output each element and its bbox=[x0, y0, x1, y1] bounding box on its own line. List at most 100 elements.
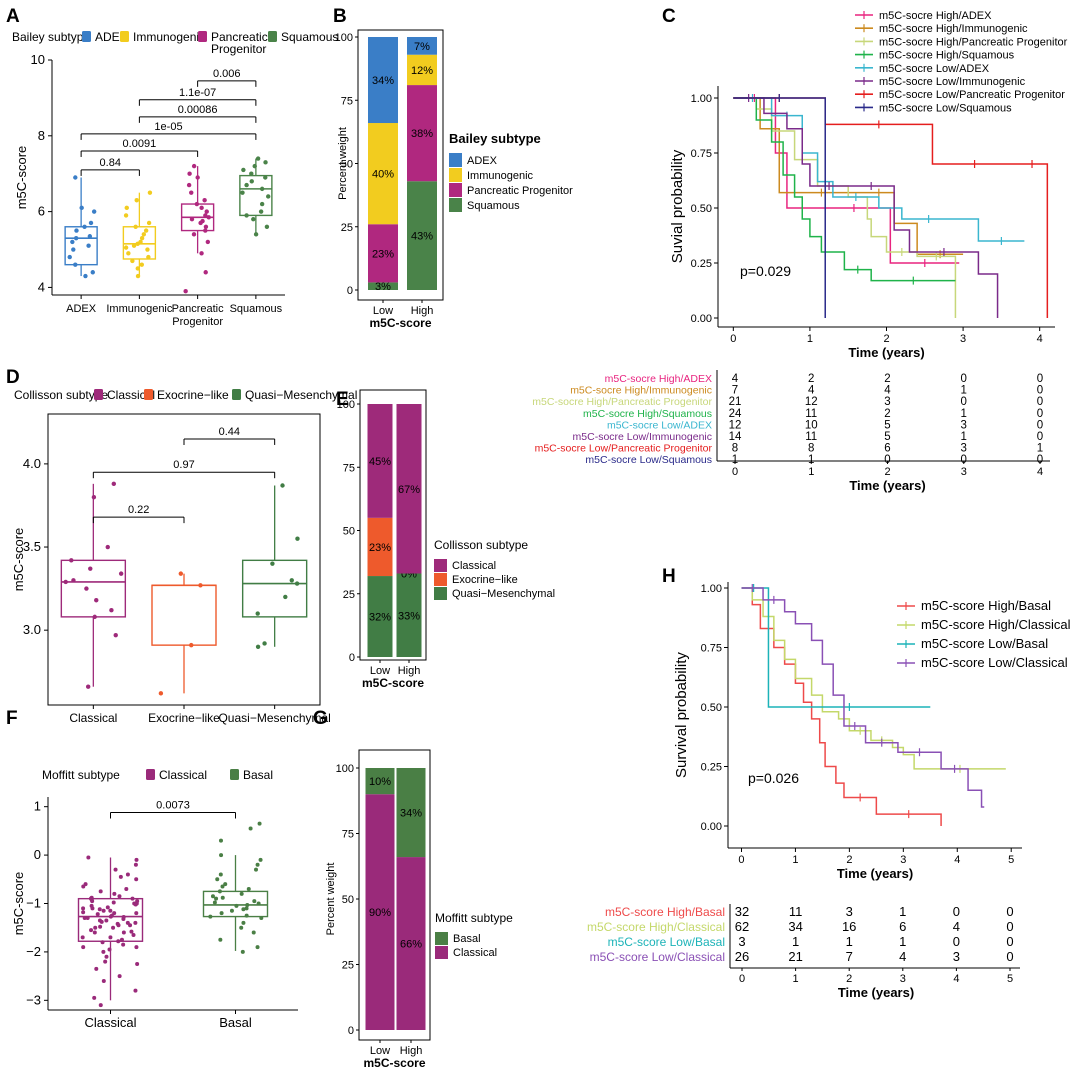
x-tick-label: 3 bbox=[900, 973, 906, 985]
bar-segment bbox=[367, 517, 393, 577]
data-point bbox=[123, 213, 129, 218]
risk-count: 3 bbox=[953, 949, 960, 964]
data-point bbox=[111, 925, 116, 930]
km-curve bbox=[733, 97, 964, 255]
data-point bbox=[124, 205, 129, 211]
y-axis-label: Survival probability bbox=[673, 652, 690, 778]
data-point bbox=[203, 228, 208, 233]
box bbox=[241, 559, 308, 618]
risk-row-label: m5C-socre Low/Pancreatic Progenitor bbox=[535, 443, 713, 455]
x-tick-label: 3 bbox=[960, 333, 966, 345]
data-point bbox=[255, 862, 260, 867]
panel-label-b: B bbox=[333, 6, 347, 27]
bar-value-label: 66% bbox=[400, 939, 422, 951]
data-point bbox=[249, 179, 254, 184]
bar-segment bbox=[368, 37, 398, 124]
plot-frame bbox=[358, 749, 431, 1041]
x-tick-label: Low bbox=[370, 665, 390, 677]
data-point bbox=[255, 611, 260, 616]
data-point bbox=[89, 928, 94, 933]
data-point bbox=[283, 594, 288, 600]
km-curve bbox=[741, 587, 942, 826]
legend-label: Exocrine−like bbox=[157, 388, 229, 402]
legend-swatch bbox=[144, 389, 153, 400]
data-point bbox=[255, 644, 261, 649]
plot-frame bbox=[357, 29, 444, 301]
data-point bbox=[70, 239, 75, 245]
legend-swatch bbox=[82, 31, 91, 42]
data-point bbox=[255, 945, 260, 950]
p-value-label: 0.97 bbox=[173, 459, 194, 471]
box bbox=[151, 584, 217, 646]
data-point bbox=[189, 642, 194, 648]
risk-count: 6 bbox=[899, 919, 906, 934]
data-point bbox=[121, 942, 126, 947]
y-axis-label: Percent weight bbox=[337, 127, 349, 200]
x-tick-label: High bbox=[398, 665, 421, 677]
x-tick-label: 0 bbox=[738, 854, 744, 866]
data-point bbox=[100, 940, 105, 945]
x-tick-label: Classical bbox=[69, 711, 117, 725]
legend-swatch bbox=[435, 932, 448, 945]
x-tick-label: 0 bbox=[732, 466, 738, 478]
legend-title: Bailey subtype bbox=[12, 30, 90, 44]
data-point bbox=[259, 916, 264, 921]
data-point bbox=[239, 925, 244, 930]
data-point bbox=[101, 978, 106, 983]
p-value: p=0.026 bbox=[748, 770, 799, 786]
legend-label: Exocrine−like bbox=[452, 574, 518, 586]
risk-count: 32 bbox=[735, 904, 749, 919]
data-point bbox=[257, 821, 262, 826]
x-axis-label: m5C-score bbox=[363, 1056, 425, 1070]
data-point bbox=[134, 198, 139, 203]
panel-g: G 0 25 50 75 100 Percent weight 90% 10% Low 66% 34%… bbox=[313, 708, 513, 1070]
data-point bbox=[105, 905, 110, 910]
bar-value-label: 43% bbox=[411, 231, 433, 243]
km-curve bbox=[741, 587, 985, 808]
data-point bbox=[113, 632, 118, 638]
data-point bbox=[256, 901, 261, 906]
risk-count: 1 bbox=[899, 934, 906, 949]
risk-count: 0 bbox=[1006, 904, 1013, 919]
risk-count: 2 bbox=[808, 373, 814, 385]
data-point bbox=[204, 209, 209, 214]
legend-label: m5C-socre Low/Squamous bbox=[879, 102, 1012, 114]
data-point bbox=[135, 899, 140, 904]
legend-swatch bbox=[434, 573, 447, 586]
data-point bbox=[92, 614, 97, 620]
y-tick-label: −1 bbox=[26, 896, 41, 911]
data-point bbox=[145, 247, 150, 252]
data-point bbox=[252, 163, 257, 169]
bar-segment bbox=[407, 85, 437, 182]
p-value-label: 0.006 bbox=[213, 68, 241, 80]
x-tick-label: Exocrine−like bbox=[148, 711, 220, 725]
data-point bbox=[234, 903, 239, 908]
legend-label: Classical bbox=[452, 560, 496, 572]
x-tick-label: Progenitor bbox=[172, 316, 223, 328]
panel-f: F Moffitt subtype Classical Basal −3 −2 −1 0 1 m5… bbox=[6, 708, 298, 1030]
data-point bbox=[125, 872, 130, 877]
x-tick-label: Squamous bbox=[230, 303, 283, 315]
data-point bbox=[215, 877, 220, 882]
data-point bbox=[208, 914, 213, 919]
data-point bbox=[103, 959, 108, 964]
risk-row-label: m5C-socre High/Pancreatic Progenitor bbox=[532, 396, 712, 408]
data-point bbox=[189, 216, 195, 222]
data-point bbox=[80, 935, 85, 940]
data-point bbox=[205, 239, 211, 245]
data-point bbox=[239, 891, 244, 896]
data-point bbox=[194, 201, 200, 207]
legend-swatch bbox=[268, 31, 277, 42]
legend-label: m5C-score High/Classical bbox=[921, 617, 1071, 632]
p-value-label: 0.22 bbox=[128, 504, 149, 516]
bar-value-label: 38% bbox=[411, 128, 433, 140]
risk-row-label: m5C-socre High/Squamous bbox=[583, 408, 712, 420]
bar-value-label: 10% bbox=[369, 776, 391, 788]
p-value-label: 0.44 bbox=[219, 426, 240, 438]
risk-count: 16 bbox=[842, 919, 856, 934]
legend-label: Classical bbox=[453, 947, 497, 959]
risk-count: 0 bbox=[961, 373, 967, 385]
risk-count: 34 bbox=[788, 919, 802, 934]
data-point bbox=[98, 1003, 103, 1008]
data-point bbox=[109, 608, 114, 613]
